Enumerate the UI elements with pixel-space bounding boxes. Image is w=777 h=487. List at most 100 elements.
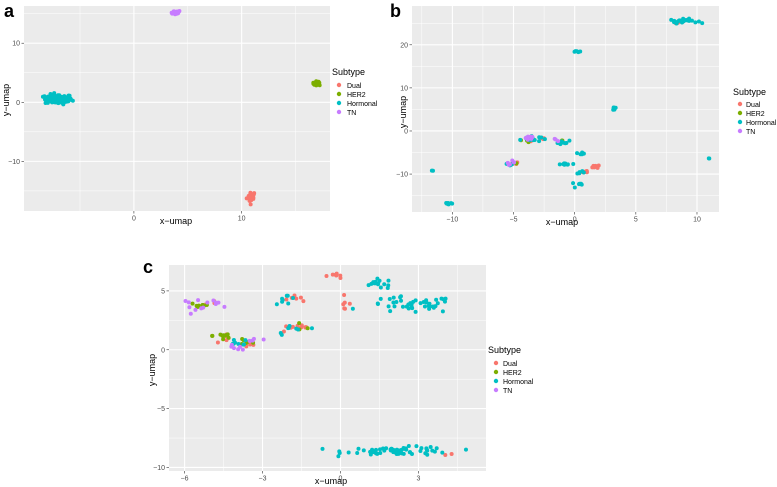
data-point-tn: [172, 10, 177, 15]
data-point-tn: [238, 344, 243, 349]
data-point-hormonal: [386, 278, 391, 283]
data-point-hormonal: [558, 142, 563, 147]
panel-a-series-tn: [169, 8, 182, 17]
panel-c-legend-label-tn: TN: [503, 388, 512, 395]
data-point-hormonal: [401, 446, 406, 451]
data-point-hormonal: [400, 304, 405, 309]
data-point-hormonal: [392, 304, 397, 309]
data-point-hormonal: [542, 137, 547, 142]
data-point-hormonal: [428, 445, 433, 450]
data-point-tn: [222, 304, 227, 309]
data-point-hormonal: [58, 97, 63, 102]
data-point-hormonal: [573, 49, 578, 54]
panel-b-x-tick-label: 0: [573, 217, 577, 224]
data-point-hormonal: [441, 297, 446, 302]
panel-c-ylabel: y−umap: [147, 354, 157, 386]
panel-b-xlabel: x−umap: [546, 217, 578, 227]
panel-c-xlabel: x−umap: [315, 476, 347, 486]
data-point-hormonal: [309, 326, 314, 331]
data-point-hormonal: [285, 293, 290, 298]
data-point-hormonal: [405, 304, 410, 309]
data-point-her2: [195, 304, 200, 309]
data-point-hormonal: [241, 342, 246, 347]
panel-b-y-tick-label: −10: [396, 172, 408, 179]
data-point-dual: [334, 271, 339, 276]
data-point-tn: [205, 300, 210, 305]
panel-a-x-tick-label: 10: [238, 216, 246, 223]
data-point-hormonal: [40, 94, 45, 99]
panel-c-x-tick-label: 3: [416, 476, 420, 483]
data-point-hormonal: [537, 135, 542, 140]
data-point-hormonal: [672, 18, 677, 23]
data-point-hormonal: [378, 451, 383, 456]
data-point-dual: [251, 192, 256, 197]
panel-c-legend-item-dual: Dual: [493, 360, 518, 368]
data-point-hormonal: [243, 338, 248, 343]
data-point-tn: [251, 336, 256, 341]
data-point-hormonal: [386, 304, 391, 309]
panel-c-legend-key-hormonal: [493, 378, 499, 384]
data-point-hormonal: [280, 298, 285, 303]
data-point-her2: [210, 333, 215, 338]
data-point-dual: [248, 342, 253, 347]
data-point-dual: [281, 329, 286, 334]
data-point-dual: [347, 301, 352, 306]
panel-a-xlabel: x−umap: [160, 216, 192, 226]
panel-b-legend-key-hormonal: [737, 119, 743, 125]
panel-b-series-tn: [505, 134, 561, 167]
panel-c-background: [169, 265, 486, 471]
data-point-hormonal: [675, 19, 680, 24]
panel-c-ticks: −6 −3 0 3 −10 −5 0 5: [153, 288, 420, 482]
data-point-hormonal: [401, 451, 406, 456]
data-point-hormonal: [356, 446, 361, 451]
panel-a-legend-label-tn: TN: [347, 110, 356, 117]
panel-b-x-tick-label: 5: [634, 217, 638, 224]
data-point-dual: [584, 169, 589, 174]
data-point-her2: [297, 321, 302, 326]
panel-b-legend-label-dual: Dual: [746, 102, 761, 109]
data-point-hormonal: [432, 449, 437, 454]
data-point-hormonal: [286, 326, 291, 331]
data-point-tn: [199, 306, 204, 311]
data-point-hormonal: [427, 306, 432, 311]
data-point-hormonal: [422, 304, 427, 309]
panel-b-gridlines: [412, 6, 719, 212]
panel-c-legend-key-dual: [493, 360, 499, 366]
data-point-tn: [506, 162, 511, 167]
data-point-hormonal: [578, 49, 583, 54]
data-point-hormonal: [413, 309, 418, 314]
panel-a-gridlines: [24, 6, 330, 211]
data-point-tn: [196, 298, 201, 303]
data-point-hormonal: [346, 450, 351, 455]
panel-c-legend-key-tn: [493, 387, 499, 393]
data-point-hormonal: [410, 306, 415, 311]
panel-b-legend-key-her2: [737, 110, 743, 116]
panel-a-legend-key-hormonal: [336, 100, 342, 106]
panel-b-letter: b: [390, 1, 401, 21]
panel-c-legend-item-tn: TN: [493, 387, 512, 395]
data-point-hormonal: [571, 162, 576, 167]
panel-a-ticks: 0 10 −10 0 10: [8, 41, 246, 223]
panel-b-background: [412, 6, 719, 212]
panel-b-y-tick-label: 20: [400, 42, 408, 49]
panel-c-legend-item-her2: HER2: [493, 369, 522, 377]
data-point-hormonal: [69, 97, 74, 102]
panel-a-legend-key-tn: [336, 109, 342, 115]
panel-b-x-tick-label: −5: [510, 217, 518, 224]
data-point-hormonal: [399, 298, 404, 303]
panel-b-legend-title: Subtype: [733, 87, 766, 97]
panel-b-x-tick-label: −10: [446, 217, 458, 224]
panel-a-letter: a: [4, 1, 15, 21]
data-point-tn: [176, 10, 181, 15]
data-point-tn: [512, 160, 517, 165]
data-point-hormonal: [679, 19, 684, 24]
data-point-hormonal: [375, 276, 380, 281]
data-point-dual: [596, 163, 601, 168]
data-point-hormonal: [382, 448, 387, 453]
data-point-hormonal: [398, 294, 403, 299]
panel-a-legend-label-hormonal: Hormonal: [347, 101, 378, 108]
panel-a-y-tick-label: 10: [12, 41, 20, 48]
data-point-hormonal: [696, 19, 701, 24]
data-point-tn: [526, 134, 531, 139]
panel-c-legend: Subtype Dual HER2 Hormonal TN: [488, 345, 534, 395]
